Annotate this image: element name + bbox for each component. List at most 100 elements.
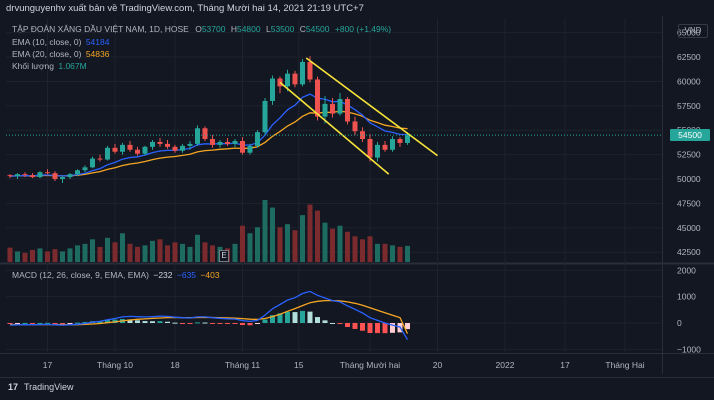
brand-name: TradingView bbox=[24, 382, 74, 392]
macd-histogram-bar bbox=[337, 323, 343, 325]
candle-body bbox=[360, 131, 365, 140]
volume-bar bbox=[337, 225, 343, 262]
volume-legend[interactable]: Khối lượng 1.067M bbox=[12, 61, 87, 71]
macd-histogram-bar bbox=[322, 320, 328, 323]
price-axis[interactable]: 6500062500600005750055000525005000047500… bbox=[677, 28, 701, 258]
volume-bar bbox=[270, 207, 275, 262]
time-tick-label: 2022 bbox=[496, 360, 515, 370]
volume-bar bbox=[165, 245, 170, 262]
candle-body bbox=[202, 128, 208, 140]
macd-histogram-bar bbox=[255, 323, 260, 324]
volume-bar bbox=[67, 248, 73, 262]
candle-body bbox=[352, 121, 358, 132]
volume-bar bbox=[285, 224, 290, 262]
candle-body bbox=[150, 141, 155, 147]
candle-body bbox=[37, 172, 43, 178]
open-label: O bbox=[195, 24, 202, 34]
symbol-legend[interactable]: TẬP ĐOÀN XĂNG DẦU VIỆT NAM, 1D, HOSE O53… bbox=[12, 24, 391, 34]
macd-pane bbox=[7, 290, 410, 341]
time-tick-label: Tháng Mười hai bbox=[340, 360, 401, 370]
volume-bar bbox=[120, 233, 125, 262]
candle-body bbox=[112, 147, 118, 152]
candle-body bbox=[67, 174, 73, 178]
candle-body bbox=[7, 175, 13, 177]
last-price-badge: 54500 bbox=[670, 129, 710, 142]
macd-histogram-bar bbox=[15, 323, 20, 324]
macd-axis[interactable]: 2000 1000 0 −1000 bbox=[677, 265, 701, 354]
macd-signal-value: −403 bbox=[200, 270, 220, 280]
candle-body bbox=[217, 141, 223, 145]
ema20-value: 54836 bbox=[85, 49, 110, 59]
macd-histogram-bar bbox=[22, 322, 28, 324]
currency-unit-button[interactable]: VND bbox=[678, 24, 708, 38]
volume-bar bbox=[322, 222, 328, 262]
candle-body bbox=[337, 99, 343, 114]
volume-bar bbox=[345, 231, 350, 262]
time-tick-label: Tháng Hai bbox=[605, 360, 644, 370]
ema10-legend[interactable]: EMA (10, close, 0) 54184 bbox=[12, 37, 109, 47]
price-tick-label: 62500 bbox=[677, 52, 701, 62]
volume-bar bbox=[195, 234, 200, 262]
lower-trendline bbox=[279, 81, 390, 175]
macd-legend[interactable]: MACD (12, 26, close, 9, EMA, EMA) −232 −… bbox=[12, 270, 220, 280]
earnings-event-marker[interactable]: E bbox=[219, 250, 229, 262]
volume-bar bbox=[277, 227, 283, 262]
time-tick-label: 18 bbox=[170, 360, 180, 370]
volume-bar bbox=[15, 251, 20, 262]
close-label: C bbox=[299, 24, 306, 34]
macd-histogram-bar bbox=[60, 323, 65, 324]
candle-body bbox=[270, 78, 275, 101]
macd-histogram-bar bbox=[330, 323, 335, 324]
ema20-legend[interactable]: EMA (20, close, 0) 54836 bbox=[12, 49, 109, 59]
macd-histogram-bar bbox=[225, 323, 230, 324]
volume-bar bbox=[112, 242, 118, 262]
macd-histogram-bar bbox=[210, 323, 215, 324]
macd-hist-value: −232 bbox=[153, 270, 173, 280]
macd-value: −635 bbox=[176, 270, 197, 280]
candle-body bbox=[285, 73, 290, 87]
volume-value: 1.067M bbox=[58, 61, 87, 71]
macd-histogram-bar bbox=[105, 320, 110, 323]
candle-body bbox=[292, 73, 298, 85]
volume-bar bbox=[75, 245, 80, 262]
candle-body bbox=[300, 61, 305, 85]
volume-bar bbox=[367, 236, 373, 262]
symbol-name: TẬP ĐOÀN XĂNG DẦU VIỆT NAM, 1D, HOSE bbox=[12, 24, 189, 34]
upper-trendline bbox=[305, 57, 438, 157]
volume-bar bbox=[300, 215, 305, 262]
time-axis[interactable]: 17 Tháng 10 18 Tháng 11 15 Tháng Mười hai 20 20… bbox=[43, 360, 645, 370]
volume-bar bbox=[52, 249, 58, 262]
candle-body bbox=[307, 61, 313, 80]
trendlines[interactable] bbox=[279, 57, 438, 175]
macd-tick-label: 2000 bbox=[677, 265, 696, 275]
volume-bar bbox=[330, 228, 335, 262]
candle-body bbox=[187, 143, 193, 146]
tradingview-brand[interactable]: 17 TradingView bbox=[8, 382, 74, 392]
macd-tick-label: 1000 bbox=[677, 292, 696, 302]
volume-bar bbox=[232, 243, 238, 262]
candle-body bbox=[330, 103, 335, 114]
macd-histogram-bar bbox=[7, 323, 13, 324]
candle-body bbox=[322, 103, 328, 117]
candle-body bbox=[315, 79, 320, 117]
time-tick-label: 17 bbox=[43, 360, 53, 370]
candle-body bbox=[390, 139, 395, 150]
tradingview-logo-icon: 17 bbox=[8, 382, 19, 392]
volume-bar bbox=[37, 248, 43, 262]
volume-bar bbox=[382, 243, 388, 262]
volume-bar bbox=[97, 246, 103, 262]
macd-histogram-bar bbox=[172, 322, 178, 324]
candle-body bbox=[105, 147, 110, 160]
macd-histogram-bar bbox=[270, 315, 275, 323]
candle-body bbox=[15, 174, 20, 177]
macd-histogram-bar bbox=[45, 322, 50, 324]
pane-separators bbox=[0, 16, 714, 378]
macd-histogram-bar bbox=[262, 319, 268, 323]
macd-histogram-bar bbox=[75, 322, 80, 324]
macd-histogram-bar bbox=[247, 323, 253, 326]
candle-body bbox=[247, 145, 253, 153]
macd-histogram-bar bbox=[375, 323, 380, 334]
macd-histogram-bar bbox=[352, 323, 358, 329]
